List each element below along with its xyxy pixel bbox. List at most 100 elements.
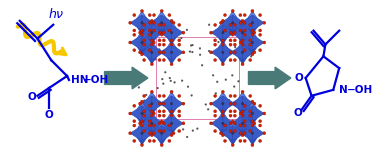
Circle shape bbox=[155, 58, 156, 60]
Circle shape bbox=[189, 51, 191, 53]
Circle shape bbox=[229, 58, 232, 62]
Circle shape bbox=[251, 53, 254, 56]
Circle shape bbox=[221, 90, 225, 93]
Circle shape bbox=[148, 104, 151, 107]
Polygon shape bbox=[134, 31, 150, 42]
Circle shape bbox=[229, 31, 232, 34]
Circle shape bbox=[249, 43, 252, 46]
Circle shape bbox=[160, 120, 163, 123]
Polygon shape bbox=[130, 15, 142, 30]
Circle shape bbox=[214, 114, 217, 117]
Circle shape bbox=[241, 19, 244, 22]
Circle shape bbox=[243, 139, 246, 142]
Circle shape bbox=[141, 41, 143, 44]
Circle shape bbox=[241, 122, 244, 125]
Text: N: N bbox=[339, 85, 348, 95]
Polygon shape bbox=[162, 126, 174, 141]
Circle shape bbox=[231, 51, 233, 53]
Polygon shape bbox=[134, 102, 150, 114]
Circle shape bbox=[158, 110, 161, 113]
Polygon shape bbox=[140, 45, 152, 60]
Circle shape bbox=[150, 43, 153, 46]
Circle shape bbox=[221, 110, 225, 113]
Polygon shape bbox=[235, 112, 250, 123]
Circle shape bbox=[162, 43, 166, 46]
Circle shape bbox=[168, 124, 171, 127]
Circle shape bbox=[250, 55, 252, 57]
Circle shape bbox=[158, 23, 161, 27]
Circle shape bbox=[162, 122, 165, 125]
Circle shape bbox=[231, 132, 234, 134]
Circle shape bbox=[241, 114, 244, 117]
Circle shape bbox=[192, 44, 194, 46]
Circle shape bbox=[239, 21, 242, 24]
Circle shape bbox=[152, 14, 156, 17]
Circle shape bbox=[239, 112, 242, 115]
Polygon shape bbox=[245, 121, 260, 133]
Polygon shape bbox=[215, 104, 231, 115]
Polygon shape bbox=[215, 123, 231, 135]
Circle shape bbox=[221, 63, 225, 66]
Polygon shape bbox=[164, 21, 179, 33]
Polygon shape bbox=[154, 11, 169, 23]
Polygon shape bbox=[164, 33, 179, 44]
Polygon shape bbox=[240, 106, 253, 121]
Circle shape bbox=[249, 23, 252, 27]
Circle shape bbox=[253, 72, 255, 74]
Circle shape bbox=[148, 33, 151, 36]
Circle shape bbox=[241, 134, 244, 137]
Polygon shape bbox=[160, 96, 172, 111]
Polygon shape bbox=[142, 126, 154, 141]
Circle shape bbox=[208, 50, 210, 52]
Circle shape bbox=[175, 101, 177, 103]
Circle shape bbox=[150, 134, 153, 137]
Circle shape bbox=[221, 19, 225, 22]
Circle shape bbox=[148, 139, 151, 142]
Circle shape bbox=[243, 124, 246, 127]
Polygon shape bbox=[144, 52, 160, 64]
Circle shape bbox=[133, 124, 136, 127]
Polygon shape bbox=[240, 15, 253, 30]
Circle shape bbox=[181, 80, 183, 82]
Polygon shape bbox=[144, 123, 160, 135]
Polygon shape bbox=[215, 21, 231, 33]
Circle shape bbox=[259, 124, 262, 127]
Circle shape bbox=[259, 139, 262, 142]
Circle shape bbox=[143, 39, 146, 42]
Polygon shape bbox=[225, 133, 240, 145]
Polygon shape bbox=[152, 45, 164, 60]
Circle shape bbox=[229, 51, 232, 54]
Circle shape bbox=[168, 14, 171, 17]
Polygon shape bbox=[164, 92, 179, 104]
Circle shape bbox=[187, 86, 189, 88]
Polygon shape bbox=[164, 123, 179, 135]
Circle shape bbox=[214, 39, 217, 42]
Circle shape bbox=[141, 124, 144, 127]
Circle shape bbox=[150, 19, 153, 22]
Circle shape bbox=[233, 102, 236, 105]
Circle shape bbox=[158, 102, 161, 105]
Circle shape bbox=[186, 136, 188, 138]
Circle shape bbox=[141, 22, 143, 24]
Circle shape bbox=[229, 23, 232, 27]
Circle shape bbox=[233, 58, 236, 62]
Circle shape bbox=[141, 53, 144, 56]
Text: O: O bbox=[293, 108, 302, 119]
Circle shape bbox=[223, 14, 226, 17]
Circle shape bbox=[233, 129, 236, 133]
Circle shape bbox=[196, 128, 198, 130]
Polygon shape bbox=[160, 45, 172, 60]
Circle shape bbox=[209, 31, 212, 34]
Circle shape bbox=[162, 31, 165, 34]
Circle shape bbox=[158, 94, 161, 98]
Circle shape bbox=[221, 43, 225, 46]
Polygon shape bbox=[215, 41, 231, 52]
Circle shape bbox=[129, 132, 132, 135]
Circle shape bbox=[239, 139, 242, 142]
Circle shape bbox=[233, 86, 235, 88]
Circle shape bbox=[162, 51, 165, 54]
Circle shape bbox=[148, 132, 152, 135]
Circle shape bbox=[239, 132, 242, 135]
Circle shape bbox=[162, 102, 165, 105]
Text: O: O bbox=[294, 73, 303, 83]
